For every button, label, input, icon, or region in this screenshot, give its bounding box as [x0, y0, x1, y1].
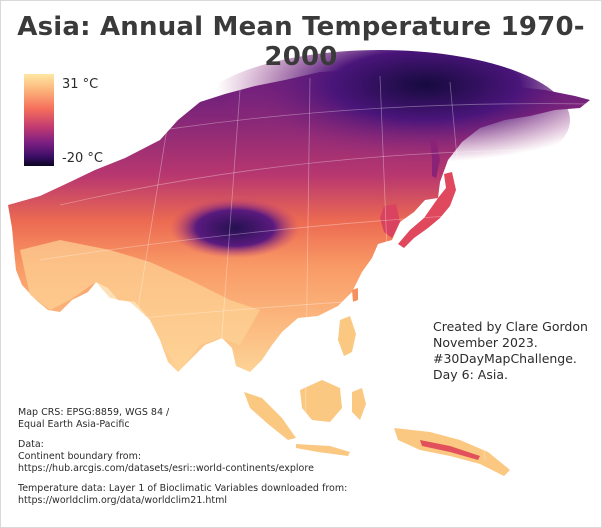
boundary-label: Continent boundary from:	[18, 451, 142, 462]
taiwan	[352, 288, 358, 302]
crs-line-2: Equal Earth Asia-Pacific	[18, 419, 130, 430]
sumatra	[244, 392, 296, 440]
temperature-source-label: Temperature data: Layer 1 of Bioclimatic…	[18, 483, 348, 494]
japan	[398, 172, 456, 248]
temperature-source-url: https://worldclim.org/data/worldclim21.h…	[18, 495, 228, 506]
credits-hashtag: #30DayMapChallenge.	[433, 351, 577, 366]
landmass	[8, 50, 590, 372]
philippines	[338, 316, 356, 356]
legend-max-label: 31 °C	[62, 77, 99, 92]
new-guinea-highlands	[420, 440, 480, 460]
siberia-cold-zone	[190, 50, 570, 190]
arabia-india-warm	[20, 240, 260, 370]
source-notes: Map CRS: EPSG:8859, WGS 84 / Equal Earth…	[18, 407, 347, 507]
crs-line-1: Map CRS: EPSG:8859, WGS 84 /	[18, 407, 170, 418]
legend-min-label: -20 °C	[62, 151, 103, 166]
korea	[380, 204, 400, 238]
borneo	[300, 380, 342, 422]
java	[296, 444, 350, 456]
data-label: Data:	[18, 439, 44, 450]
southeast-asia-islands	[244, 316, 510, 476]
map-title: Asia: Annual Mean Temperature 1970-2000	[17, 12, 585, 72]
sulawesi	[352, 388, 366, 420]
graticule	[19, 75, 591, 461]
credits-author: Created by Clare Gordon	[433, 319, 588, 334]
credits-block: Created by Clare Gordon November 2023. #…	[433, 319, 588, 383]
tibetan-plateau	[170, 198, 300, 258]
sakhalin	[430, 138, 440, 178]
east-islands	[352, 138, 456, 302]
credits-day: Day 6: Asia.	[433, 367, 508, 382]
credits-date: November 2023.	[433, 335, 538, 350]
boundary-url: https://hub.arcgis.com/datasets/esri::wo…	[18, 463, 314, 474]
temperature-legend-colorbar	[24, 74, 54, 166]
